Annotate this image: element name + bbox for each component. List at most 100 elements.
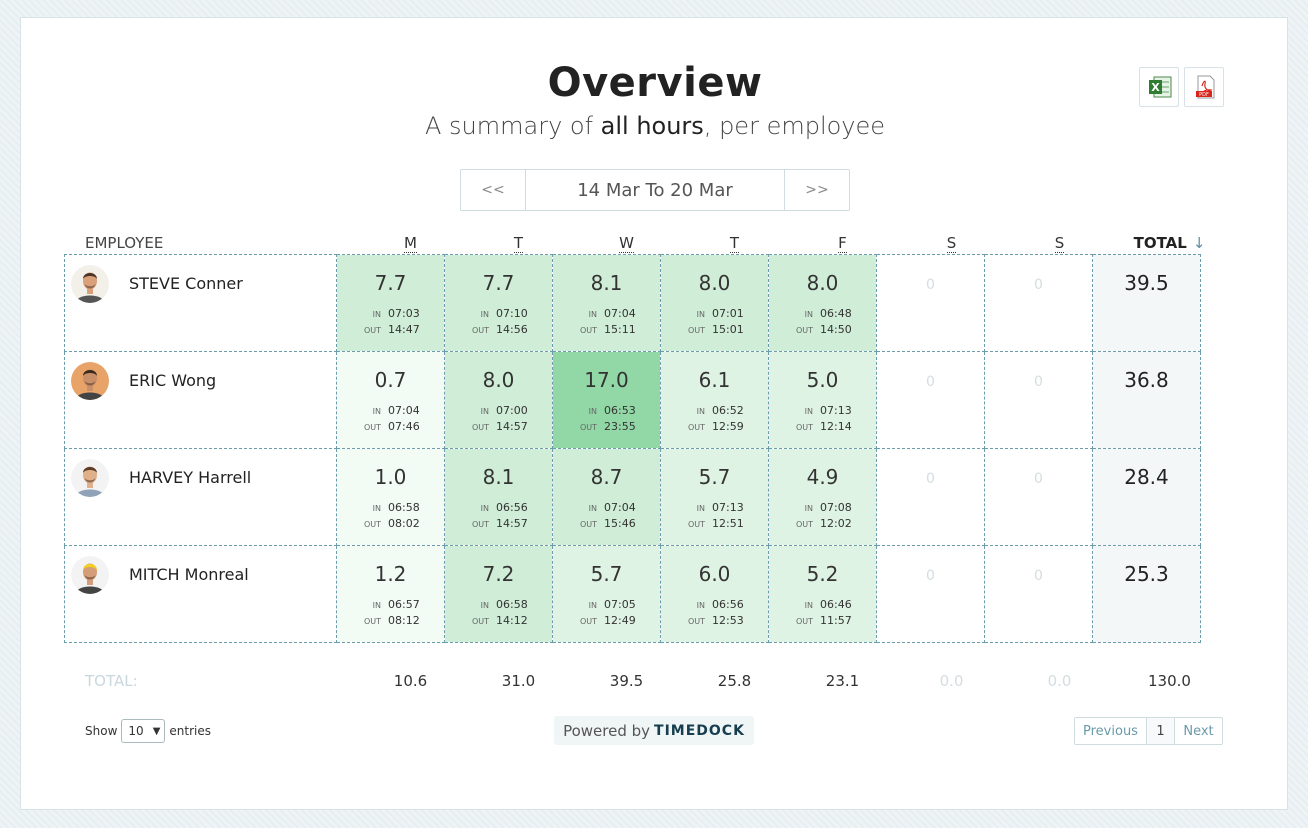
day-header-sat[interactable]: S	[946, 234, 957, 253]
day-cell-fri[interactable]: 5.2 IN 06:46 OUT 11:57	[768, 545, 877, 643]
excel-export-button[interactable]: X	[1139, 67, 1179, 107]
day-cell-fri[interactable]: 8.0 IN 06:48 OUT 14:50	[768, 254, 877, 352]
day-header-fri[interactable]: F	[838, 234, 847, 253]
day-cell-thu[interactable]: 6.0 IN 06:56 OUT 12:53	[660, 545, 769, 643]
employee-cell[interactable]: HARVEY Harrell	[64, 448, 337, 546]
hours-value: 5.7	[698, 465, 731, 489]
hours-value: 6.0	[698, 562, 731, 586]
employee-column-header[interactable]: EMPLOYEE	[85, 234, 164, 252]
powered-by-badge[interactable]: Powered by TIMEDOCK	[554, 716, 754, 745]
employee-total: 36.8	[1124, 368, 1169, 392]
hours-value: 0.7	[374, 368, 407, 392]
out-label: OUT	[471, 617, 489, 626]
employee-row[interactable]: MITCH Monreal 1.2 IN 06:57 OUT 08:12 7.2 IN 06:5…	[64, 545, 1201, 643]
clock-times: IN 07:05 OUT 12:49	[553, 597, 660, 629]
day-header-tue[interactable]: T	[513, 234, 524, 253]
day-cell-wed[interactable]: 8.1 IN 07:04 OUT 15:11	[552, 254, 661, 352]
clock-out-time: 14:57	[496, 517, 528, 530]
day-cell-sun[interactable]: 0	[984, 545, 1093, 643]
employee-cell[interactable]: ERIC Wong	[64, 351, 337, 449]
hours-value: 0	[1034, 568, 1043, 584]
day-header-thu[interactable]: T	[729, 234, 740, 253]
clock-out-time: 08:02	[388, 517, 420, 530]
day-cell-tue[interactable]: 7.2 IN 06:58 OUT 14:12	[444, 545, 553, 643]
clock-times: IN 07:01 OUT 15:01	[661, 306, 768, 338]
day-cell-wed[interactable]: 17.0 IN 06:53 OUT 23:55	[552, 351, 661, 449]
day-cell-tue[interactable]: 8.0 IN 07:00 OUT 14:57	[444, 351, 553, 449]
clock-in-time: 07:04	[388, 404, 420, 417]
employee-row[interactable]: ERIC Wong 0.7 IN 07:04 OUT 07:46 8.0 IN 07:00 OUT…	[64, 351, 1201, 449]
out-label: OUT	[687, 423, 705, 432]
show-entries: Show 10 ▼ entries	[85, 719, 211, 743]
clock-in-time: 07:04	[604, 501, 636, 514]
day-cell-sat[interactable]: 0	[876, 545, 985, 643]
day-cell-fri[interactable]: 4.9 IN 07:08 OUT 12:02	[768, 448, 877, 546]
day-cell-tue[interactable]: 8.1 IN 06:56 OUT 14:57	[444, 448, 553, 546]
clock-out-time: 12:02	[820, 517, 852, 530]
in-label: IN	[804, 504, 813, 513]
page-1-button[interactable]: 1	[1146, 718, 1175, 744]
day-cell-tue[interactable]: 7.7 IN 07:10 OUT 14:56	[444, 254, 553, 352]
employee-name[interactable]: MITCH Monreal	[129, 565, 249, 584]
day-cell-thu[interactable]: 6.1 IN 06:52 OUT 12:59	[660, 351, 769, 449]
clock-in-time: 06:53	[604, 404, 636, 417]
clock-times: IN 07:13 OUT 12:14	[769, 403, 876, 435]
in-label: IN	[804, 601, 813, 610]
clock-in-time: 07:08	[820, 501, 852, 514]
next-week-button[interactable]: >>	[805, 182, 829, 198]
day-header-mon[interactable]: M	[404, 234, 417, 253]
day-cell-mon[interactable]: 1.0 IN 06:58 OUT 08:02	[336, 448, 445, 546]
day-cell-sun[interactable]: 0	[984, 448, 1093, 546]
day-cell-thu[interactable]: 5.7 IN 07:13 OUT 12:51	[660, 448, 769, 546]
employee-cell[interactable]: STEVE Conner	[64, 254, 337, 352]
out-label: OUT	[363, 423, 381, 432]
clock-times: IN 07:10 OUT 14:56	[445, 306, 552, 338]
day-cell-sat[interactable]: 0	[876, 448, 985, 546]
day-header-wed[interactable]: W	[619, 234, 634, 253]
employee-name[interactable]: HARVEY Harrell	[129, 468, 252, 487]
previous-page-button[interactable]: Previous	[1083, 723, 1138, 739]
out-label: OUT	[471, 326, 489, 335]
clock-in-time: 07:03	[388, 307, 420, 320]
day-cell-mon[interactable]: 7.7 IN 07:03 OUT 14:47	[336, 254, 445, 352]
day-cell-sat[interactable]: 0	[876, 254, 985, 352]
clock-times: IN 06:46 OUT 11:57	[769, 597, 876, 629]
day-cell-mon[interactable]: 0.7 IN 07:04 OUT 07:46	[336, 351, 445, 449]
out-label: OUT	[363, 520, 381, 529]
day-cell-thu[interactable]: 8.0 IN 07:01 OUT 15:01	[660, 254, 769, 352]
next-page-button[interactable]: Next	[1183, 723, 1214, 739]
in-label: IN	[804, 407, 813, 416]
previous-week-button[interactable]: <<	[481, 182, 505, 198]
day-cell-mon[interactable]: 1.2 IN 06:57 OUT 08:12	[336, 545, 445, 643]
clock-out-time: 12:49	[604, 614, 636, 627]
day-cell-sun[interactable]: 0	[984, 254, 1093, 352]
page-title: Overview	[547, 60, 763, 106]
hours-value: 0	[926, 568, 935, 584]
employee-name[interactable]: STEVE Conner	[129, 274, 243, 293]
out-label: OUT	[471, 423, 489, 432]
pdf-export-button[interactable]: PDF	[1184, 67, 1224, 107]
clock-out-time: 14:50	[820, 323, 852, 336]
footer-total-label: TOTAL:	[85, 672, 138, 690]
clock-in-time: 06:46	[820, 598, 852, 611]
employee-total-cell: 28.4	[1092, 448, 1201, 546]
entries-select[interactable]: 10 ▼	[121, 719, 166, 743]
out-label: OUT	[363, 617, 381, 626]
total-column-header[interactable]: TOTAL ↓	[1133, 234, 1206, 252]
day-cell-wed[interactable]: 8.7 IN 07:04 OUT 15:46	[552, 448, 661, 546]
in-label: IN	[480, 504, 489, 513]
in-label: IN	[480, 407, 489, 416]
day-header-sun[interactable]: S	[1054, 234, 1065, 253]
day-cell-sun[interactable]: 0	[984, 351, 1093, 449]
day-cell-fri[interactable]: 5.0 IN 07:13 OUT 12:14	[768, 351, 877, 449]
employee-cell[interactable]: MITCH Monreal	[64, 545, 337, 643]
day-cell-wed[interactable]: 5.7 IN 07:05 OUT 12:49	[552, 545, 661, 643]
employee-row[interactable]: STEVE Conner 7.7 IN 07:03 OUT 14:47 7.7 IN 07:10…	[64, 254, 1201, 352]
avatar	[71, 459, 109, 497]
out-label: OUT	[795, 423, 813, 432]
date-range-label[interactable]: 14 Mar To 20 Mar	[525, 170, 785, 210]
employee-name[interactable]: ERIC Wong	[129, 371, 217, 390]
day-cell-sat[interactable]: 0	[876, 351, 985, 449]
employee-row[interactable]: HARVEY Harrell 1.0 IN 06:58 OUT 08:02 8.1 IN 06:…	[64, 448, 1201, 546]
clock-times: IN 07:03 OUT 14:47	[337, 306, 444, 338]
